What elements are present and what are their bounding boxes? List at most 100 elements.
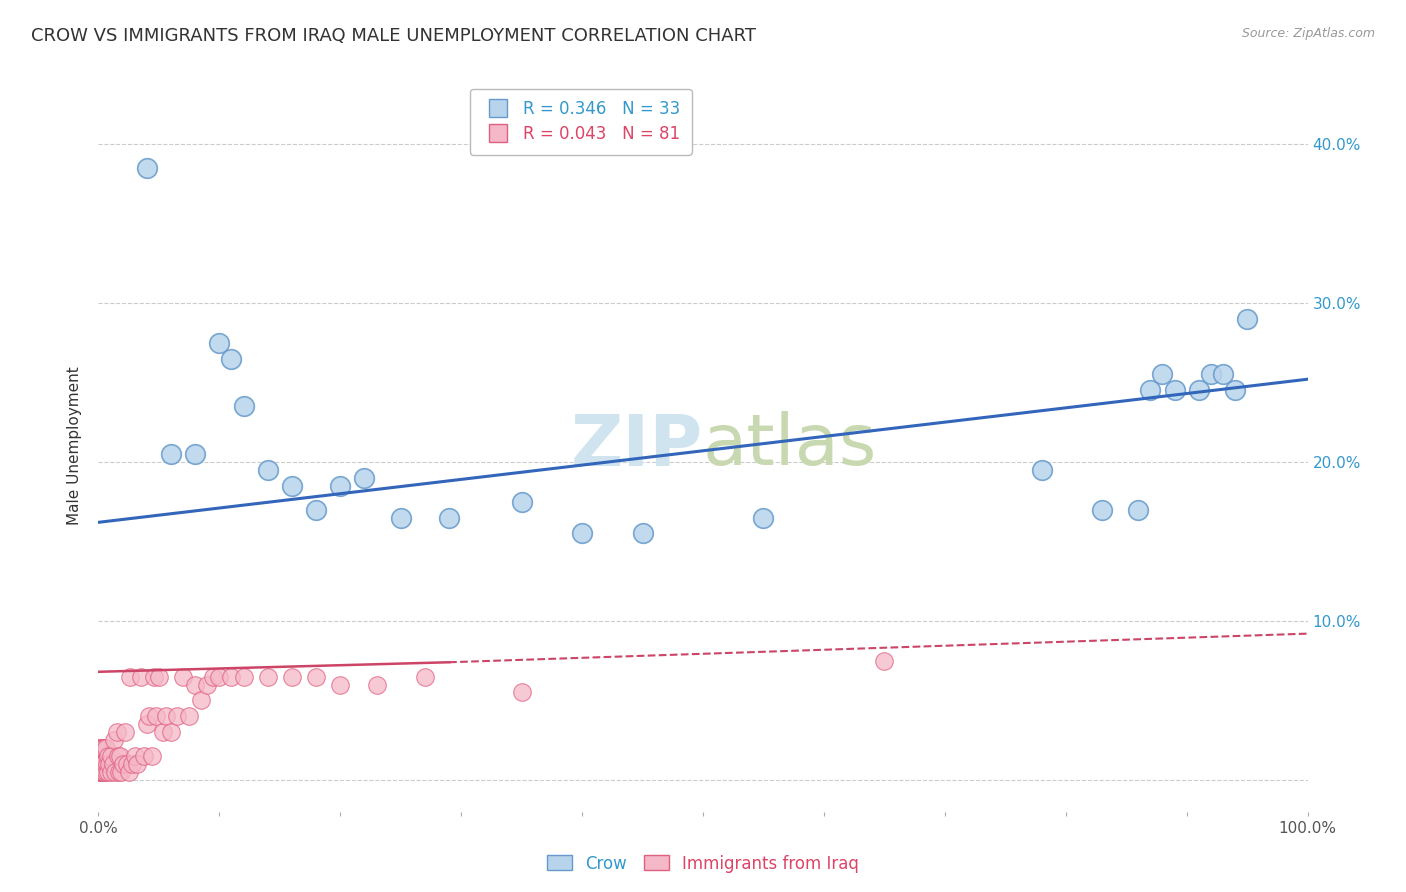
Point [221,669,243,683]
Point [256,669,278,683]
Point [152,725,174,739]
Point [111,757,134,772]
Point [256,463,278,477]
Point [1139,384,1161,398]
Point [90,764,112,779]
Point [329,479,352,493]
Point [232,669,254,683]
Point [97,764,120,779]
Point [1031,463,1053,477]
Point [437,510,460,524]
Point [179,709,201,723]
Point [91,757,114,772]
Legend: Crow, Immigrants from Iraq: Crow, Immigrants from Iraq [540,848,866,880]
Point [631,526,654,541]
Point [184,447,207,461]
Point [91,757,114,772]
Point [281,479,304,493]
Point [190,693,212,707]
Point [1212,368,1234,382]
Point [89,757,111,772]
Text: ZIP: ZIP [571,411,703,481]
Point [873,654,896,668]
Point [87,764,110,779]
Point [141,749,163,764]
Point [305,669,328,683]
Point [571,526,593,541]
Point [98,757,121,772]
Point [89,764,111,779]
Point [87,741,110,756]
Point [108,764,131,779]
Point [105,725,128,739]
Point [281,669,304,683]
Point [135,161,157,175]
Point [94,764,117,779]
Point [107,749,129,764]
Point [389,510,412,524]
Point [118,669,141,683]
Point [1188,384,1211,398]
Point [208,669,231,683]
Point [160,447,183,461]
Point [91,764,114,779]
Point [93,757,115,772]
Point [91,741,114,756]
Point [166,709,188,723]
Point [1152,368,1174,382]
Point [114,725,136,739]
Point [143,669,166,683]
Point [195,677,218,691]
Point [97,749,120,764]
Point [91,764,114,779]
Point [208,335,231,350]
Point [100,764,122,779]
Point [202,669,225,683]
Point [1163,384,1185,398]
Point [1199,368,1222,382]
Point [145,709,167,723]
Legend: R = 0.346   N = 33, R = 0.043   N = 81: R = 0.346 N = 33, R = 0.043 N = 81 [470,88,692,154]
Point [510,685,533,699]
Point [108,749,131,764]
Point [121,757,143,772]
Point [103,733,125,747]
Point [117,757,139,772]
Point [752,510,775,524]
Y-axis label: Male Unemployment: Male Unemployment [67,367,83,525]
Point [135,717,157,731]
Point [90,757,112,772]
Point [96,757,118,772]
Point [101,757,124,772]
Point [110,764,132,779]
Point [232,399,254,413]
Point [510,494,533,508]
Point [221,351,243,366]
Point [184,677,207,691]
Point [118,764,141,779]
Point [129,669,152,683]
Text: CROW VS IMMIGRANTS FROM IRAQ MALE UNEMPLOYMENT CORRELATION CHART: CROW VS IMMIGRANTS FROM IRAQ MALE UNEMPL… [31,27,756,45]
Point [91,749,114,764]
Point [134,749,156,764]
Point [138,709,160,723]
Point [353,471,375,485]
Text: atlas: atlas [703,411,877,481]
Point [89,741,111,756]
Point [1091,502,1114,516]
Point [1223,384,1246,398]
Point [329,677,352,691]
Point [1128,502,1150,516]
Point [160,725,183,739]
Point [94,741,117,756]
Point [172,669,194,683]
Point [93,741,115,756]
Point [91,741,114,756]
Point [305,502,328,516]
Point [124,749,146,764]
Point [148,669,170,683]
Point [155,709,177,723]
Point [104,764,127,779]
Point [93,764,115,779]
Text: Source: ZipAtlas.com: Source: ZipAtlas.com [1241,27,1375,40]
